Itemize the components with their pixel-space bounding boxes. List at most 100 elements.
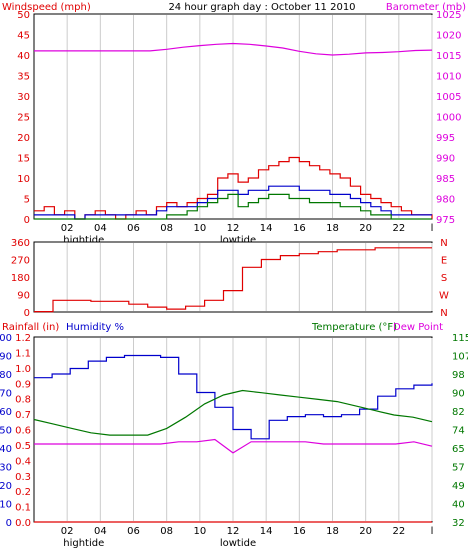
y-tick-label-rainfall: 1.2 — [15, 333, 31, 344]
y-tick-label-rainfall: 0.8 — [15, 395, 31, 406]
series-line-direction — [34, 247, 432, 313]
x-tick-label: 20 — [359, 223, 372, 234]
y-tick-label-temperature: 57 — [452, 463, 465, 474]
y-tick-label-humidity: 0 — [6, 518, 12, 529]
y-tick-label-windspeed: 35 — [17, 72, 30, 83]
y-tick-label-barometer: 985 — [436, 174, 455, 185]
series-line-dewpoint — [34, 438, 433, 454]
y-tick-label-barometer: 1010 — [436, 72, 461, 83]
rain-humidity-temperature-panel: 0 10 20 30 40 50 60 70 80 90 100 0.0 0.1 0.2 0.3 0.4 0.5… — [0, 333, 468, 549]
x-tick-label: 14 — [260, 223, 273, 234]
x-tick-label: 14 — [260, 526, 273, 537]
x-tick-label: 08 — [160, 526, 173, 537]
x-tick-label: 02 — [61, 526, 74, 537]
y-tick-label-temperature: 90 — [452, 389, 465, 400]
y-tick-label-temperature: 107 — [452, 352, 468, 363]
left-axis-title-humidity: Humidity % — [66, 322, 124, 333]
y-tick-label-windspeed: 40 — [17, 51, 30, 62]
x-tick-label: 04 — [94, 526, 107, 537]
y-tick-label-temperature: 65 — [452, 444, 465, 455]
y-tick-label-barometer: 1005 — [436, 92, 461, 103]
y-tick-label-humidity: 100 — [0, 333, 12, 344]
series-line-humidity — [34, 354, 433, 440]
x-tick-label: 02 — [61, 223, 74, 234]
y-tick-label-windspeed: 5 — [24, 195, 30, 206]
compass-label: W — [439, 291, 449, 302]
y-tick-label-rainfall: 0.2 — [15, 487, 31, 498]
x-tick-label: 22 — [392, 526, 405, 537]
y-tick-label-humidity: 40 — [0, 444, 12, 455]
y-tick-label-humidity: 30 — [0, 463, 12, 474]
y-tick-label-direction: 90 — [17, 291, 30, 302]
y-tick-label-windspeed: 50 — [17, 10, 30, 21]
y-tick-label-barometer: 1025 — [436, 10, 461, 21]
y-tick-label-windspeed: 10 — [17, 174, 30, 185]
series-line-green — [34, 193, 432, 220]
y-tick-label-windspeed: 15 — [17, 154, 30, 165]
x-tick-label: 10 — [193, 526, 206, 537]
x-tick-label: 06 — [127, 526, 140, 537]
series-line-barometer — [34, 42, 433, 56]
y-tick-label-windspeed: 25 — [17, 113, 30, 124]
y-tick-label-humidity: 60 — [0, 407, 12, 418]
y-tick-label-rainfall: 0.3 — [15, 472, 31, 483]
y-tick-label-temperature: 40 — [452, 500, 465, 511]
y-tick-label-temperature: 115 — [452, 333, 468, 344]
tide-label: lowtide — [220, 538, 256, 549]
y-tick-label-rainfall: 0.0 — [15, 518, 31, 529]
x-tick-label: 16 — [293, 223, 306, 234]
y-tick-label-barometer: 990 — [436, 154, 455, 165]
graph-title: 24 hour graph day : October 11 2010 — [168, 2, 355, 13]
y-tick-label-windspeed: 30 — [17, 92, 30, 103]
y-tick-label-temperature: 82 — [452, 407, 465, 418]
y-tick-label-windspeed: 45 — [17, 31, 30, 42]
y-tick-label-temperature: 32 — [452, 518, 465, 529]
x-tick-label: 10 — [193, 223, 206, 234]
y-tick-label-rainfall: 0.4 — [15, 456, 31, 467]
tide-label: hightide — [63, 235, 104, 246]
x-tick-label: 20 — [359, 526, 372, 537]
y-tick-label-direction: 360 — [11, 238, 30, 249]
y-tick-label-humidity: 20 — [0, 481, 12, 492]
y-tick-label-barometer: 995 — [436, 133, 455, 144]
x-tick-label: 18 — [326, 526, 339, 537]
y-tick-label-humidity: 70 — [0, 389, 12, 400]
series-line-temperature — [33, 389, 433, 436]
left-axis-title-windspeed: Windspeed (mph) — [2, 2, 91, 13]
y-tick-label-rainfall: 0.9 — [15, 379, 31, 390]
x-tick-label: 06 — [127, 223, 140, 234]
tide-label: lowtide — [220, 235, 256, 246]
wind-barometer-panel: 0510152025303540455097598098599099510001… — [17, 10, 461, 246]
y-tick-label-direction: 270 — [11, 256, 30, 267]
y-tick-label-rainfall: 0.7 — [15, 410, 31, 421]
y-tick-label-humidity: 80 — [0, 370, 12, 381]
y-tick-label-humidity: 90 — [0, 352, 12, 363]
y-tick-label-rainfall: 1.1 — [15, 348, 31, 359]
compass-label: N — [440, 308, 447, 319]
y-tick-label-barometer: 1015 — [436, 51, 461, 62]
y-tick-label-rainfall: 0.5 — [15, 441, 31, 452]
y-tick-label-barometer: 1000 — [436, 113, 461, 124]
x-tick-label: 22 — [392, 223, 405, 234]
y-tick-label-rainfall: 0.6 — [15, 426, 31, 437]
x-tick-label: 12 — [227, 526, 240, 537]
y-tick-label-barometer: 1020 — [436, 31, 461, 42]
y-tick-label-rainfall: 0.1 — [15, 503, 31, 514]
x-tick-label: 16 — [293, 526, 306, 537]
y-tick-label-humidity: 10 — [0, 500, 12, 511]
compass-label: S — [441, 273, 447, 284]
compass-label: E — [441, 256, 447, 267]
right-axis-title-dewpoint: Dew Point — [393, 322, 443, 333]
y-tick-label-temperature: 49 — [452, 481, 465, 492]
tide-label: hightide — [63, 538, 104, 549]
y-tick-label-windspeed: 20 — [17, 133, 30, 144]
x-tick-label: 04 — [94, 223, 107, 234]
compass-label: N — [440, 238, 447, 249]
y-tick-label-temperature: 74 — [452, 426, 465, 437]
x-tick-label: l — [431, 526, 434, 537]
x-tick-label: 12 — [227, 223, 240, 234]
series-line-gust — [34, 156, 433, 220]
y-tick-label-temperature: 98 — [452, 370, 465, 381]
right-axis-title-barometer: Barometer (mb) — [386, 2, 466, 13]
